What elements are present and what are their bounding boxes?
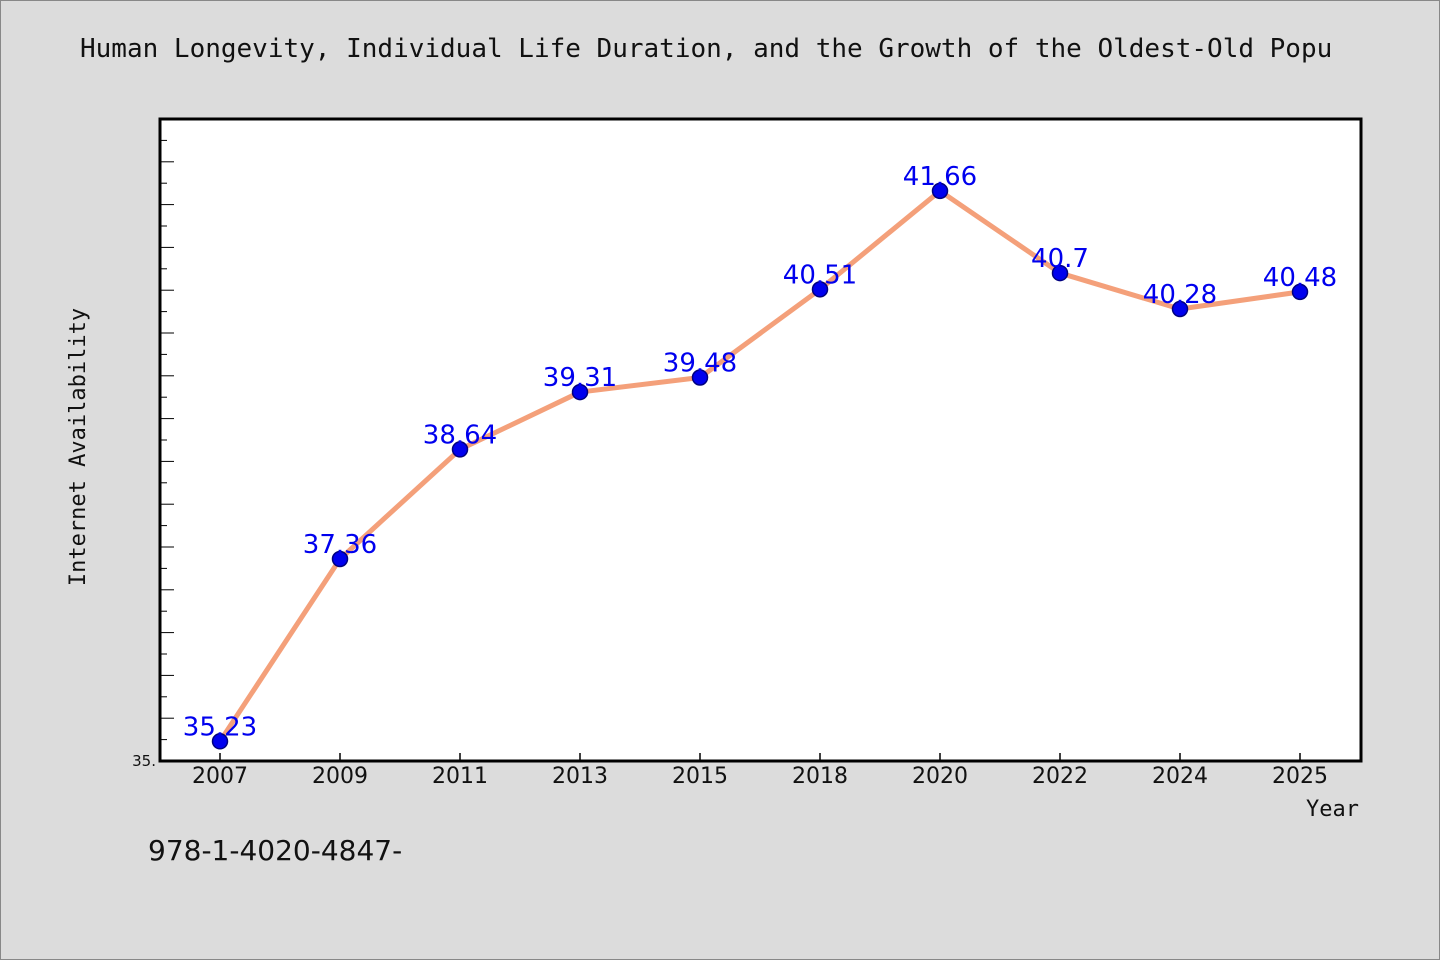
data-label: 41.66 [903,162,977,192]
data-label: 40.7 [1031,244,1089,274]
x-tick-label: 2020 [912,764,968,789]
data-label: 40.28 [1143,280,1217,310]
x-tick-label: 2009 [312,764,368,789]
data-label: 39.31 [543,363,617,393]
data-label: 40.48 [1263,263,1337,293]
data-label: 35.23 [183,712,257,742]
data-point [931,182,949,200]
data-point [691,369,709,386]
x-tick-label: 2022 [1032,764,1088,789]
data-point [451,441,469,458]
data-label: 40.51 [783,260,857,290]
y-axis-label: Internet Availability [66,308,91,586]
x-tick-label: 2013 [552,764,608,789]
x-axis-label: Year [1306,797,1359,822]
data-label: 38.64 [423,420,497,450]
chart-title: Human Longevity, Individual Life Duratio… [80,34,1333,64]
data-point [1291,283,1309,301]
data-label: 37.36 [303,530,377,560]
data-point [811,281,829,298]
series-markers [211,182,1309,750]
x-tick-label: 2024 [1152,764,1208,789]
data-point [211,733,229,750]
plot-area [158,117,1363,763]
x-tick-label: 2007 [192,764,248,789]
series-line [217,188,1303,744]
x-tick-label: 2018 [792,764,848,789]
x-tick-label: 2011 [432,764,488,789]
x-tick-label: 2015 [672,764,728,789]
data-point [571,383,589,401]
data-label: 39.48 [663,349,737,379]
x-axis-ticks: 2007 2009 2011 2013 2015 2018 2020 2022 2024 2025 [192,753,1328,789]
x-tick-label: 2025 [1272,764,1328,789]
y-min-tick-label: 35. [132,752,156,770]
data-point [331,550,349,568]
footnote-isbn: 978-1-4020-4847- [148,834,403,867]
y-axis-ticks [160,118,174,762]
data-labels: 35.23 37.36 38.64 39.31 39.48 40.51 41.66 40.7 4… [183,162,1337,742]
data-point [1171,300,1189,318]
data-point [1051,264,1069,282]
